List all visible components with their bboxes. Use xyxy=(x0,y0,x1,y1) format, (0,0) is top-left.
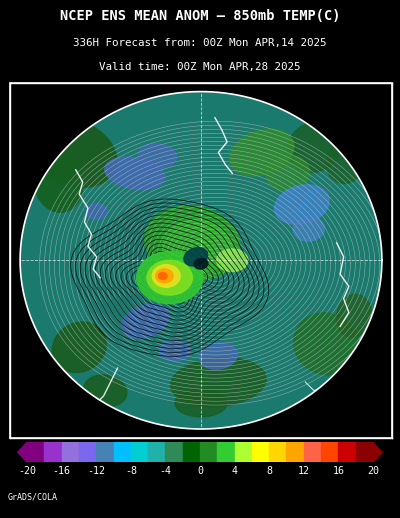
Text: NCEP ENS MEAN ANOM – 850mb TEMP(C): NCEP ENS MEAN ANOM – 850mb TEMP(C) xyxy=(60,9,340,23)
Ellipse shape xyxy=(294,313,359,375)
Text: GrADS/COLA: GrADS/COLA xyxy=(8,492,58,501)
Bar xyxy=(338,442,356,462)
Ellipse shape xyxy=(184,248,208,266)
Text: 12: 12 xyxy=(298,466,310,476)
Bar xyxy=(304,442,321,462)
Bar xyxy=(183,442,200,462)
Ellipse shape xyxy=(217,249,248,271)
Ellipse shape xyxy=(105,157,165,190)
Bar xyxy=(27,442,44,462)
Bar xyxy=(131,442,148,462)
Ellipse shape xyxy=(175,389,227,417)
Ellipse shape xyxy=(266,156,310,191)
Ellipse shape xyxy=(122,304,169,338)
Ellipse shape xyxy=(200,343,237,369)
Ellipse shape xyxy=(20,92,382,429)
Ellipse shape xyxy=(293,217,324,241)
Text: -4: -4 xyxy=(160,466,172,476)
Text: -8: -8 xyxy=(125,466,137,476)
Bar xyxy=(217,442,234,462)
Text: Valid time: 00Z Mon APR,28 2025: Valid time: 00Z Mon APR,28 2025 xyxy=(99,63,301,73)
Text: 8: 8 xyxy=(266,466,272,476)
Ellipse shape xyxy=(156,269,173,283)
Ellipse shape xyxy=(230,129,294,176)
Ellipse shape xyxy=(158,272,167,279)
Ellipse shape xyxy=(163,220,232,272)
Ellipse shape xyxy=(287,122,341,172)
Text: -12: -12 xyxy=(87,466,105,476)
Text: 0: 0 xyxy=(197,466,203,476)
Text: 16: 16 xyxy=(332,466,344,476)
Ellipse shape xyxy=(24,118,117,188)
Polygon shape xyxy=(18,442,27,462)
Ellipse shape xyxy=(138,143,177,168)
Text: 4: 4 xyxy=(232,466,238,476)
Polygon shape xyxy=(373,442,382,462)
Ellipse shape xyxy=(145,206,240,280)
Ellipse shape xyxy=(336,294,372,338)
Ellipse shape xyxy=(20,92,382,429)
Bar xyxy=(252,442,269,462)
Bar xyxy=(79,442,96,462)
Ellipse shape xyxy=(274,185,329,224)
Bar xyxy=(200,442,217,462)
Bar xyxy=(96,442,114,462)
Bar xyxy=(44,442,62,462)
Bar xyxy=(148,442,166,462)
Text: 336H Forecast from: 00Z Mon APR,14 2025: 336H Forecast from: 00Z Mon APR,14 2025 xyxy=(73,38,327,48)
Bar xyxy=(62,442,79,462)
Ellipse shape xyxy=(152,265,180,287)
Bar xyxy=(234,442,252,462)
Text: -16: -16 xyxy=(53,466,71,476)
Text: 20: 20 xyxy=(367,466,379,476)
Bar xyxy=(269,442,286,462)
Ellipse shape xyxy=(147,260,192,295)
Ellipse shape xyxy=(194,258,208,269)
Ellipse shape xyxy=(84,375,127,407)
Bar xyxy=(114,442,131,462)
Ellipse shape xyxy=(171,357,266,407)
Ellipse shape xyxy=(86,204,107,220)
Ellipse shape xyxy=(137,252,203,304)
Ellipse shape xyxy=(34,152,83,212)
Text: -20: -20 xyxy=(18,466,36,476)
Bar xyxy=(286,442,304,462)
Bar xyxy=(166,442,183,462)
Ellipse shape xyxy=(159,340,190,361)
Ellipse shape xyxy=(326,146,361,183)
Bar xyxy=(321,442,338,462)
Ellipse shape xyxy=(52,322,106,372)
Bar xyxy=(356,442,373,462)
